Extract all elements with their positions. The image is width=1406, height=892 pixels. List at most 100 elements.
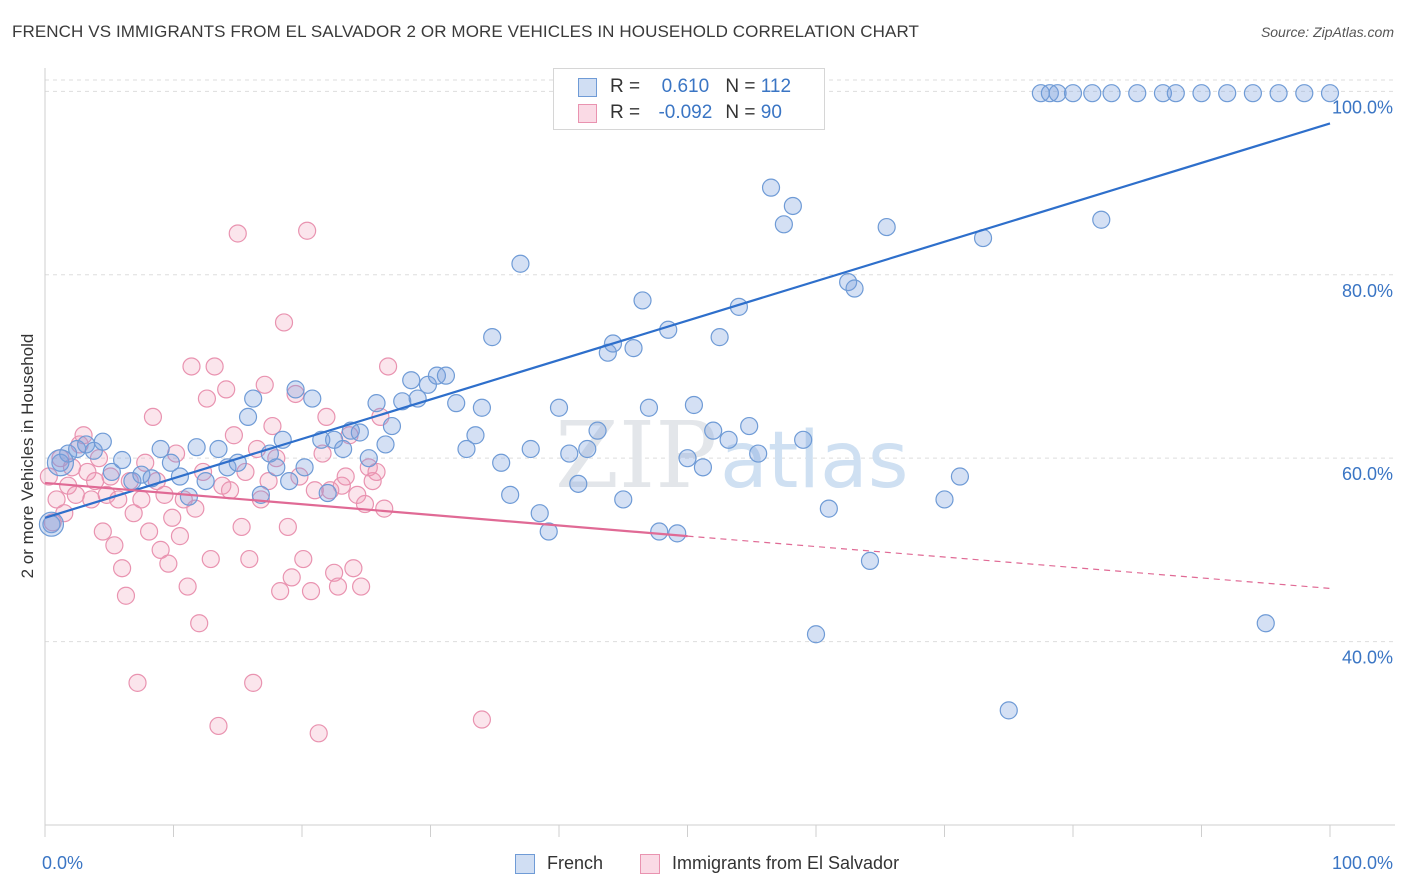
- point-french: [447, 394, 466, 413]
- point-french: [1269, 84, 1288, 103]
- point-el-salvador: [317, 407, 336, 427]
- point-french: [794, 430, 813, 449]
- point-french: [334, 439, 353, 459]
- point-french: [668, 524, 687, 543]
- trend-line-french: [44, 122, 1331, 519]
- point-el-salvador: [109, 490, 128, 509]
- point-french: [267, 458, 286, 477]
- point-el-salvador: [348, 485, 367, 504]
- point-french: [935, 490, 954, 509]
- point-el-salvador: [336, 467, 355, 486]
- point-el-salvador: [132, 490, 151, 509]
- point-french: [393, 392, 412, 411]
- point-french: [806, 625, 826, 644]
- point-french: [132, 465, 151, 484]
- point-french: [678, 449, 697, 468]
- point-el-salvador: [263, 416, 282, 436]
- point-el-salvador: [78, 462, 97, 482]
- point-french: [1192, 84, 1211, 103]
- point-french: [457, 439, 476, 459]
- point-el-salvador: [128, 673, 147, 692]
- point-french: [501, 485, 520, 504]
- point-french: [112, 450, 132, 470]
- point-french: [238, 407, 258, 427]
- point-el-salvador: [151, 540, 170, 559]
- point-el-salvador: [321, 481, 340, 500]
- point-french: [950, 467, 970, 486]
- point-french: [783, 196, 802, 216]
- point-french: [209, 439, 228, 459]
- point-french: [999, 701, 1018, 720]
- point-french: [483, 328, 502, 347]
- point-french: [251, 485, 270, 504]
- legend-swatch-el-salvador: [578, 104, 597, 123]
- points-immigrants-el-salvador: [39, 221, 491, 743]
- point-el-salvador: [328, 577, 348, 596]
- point-french: [303, 389, 322, 408]
- tick-labels: 40.0% 60.0% 80.0% 100.0% 0.0% 100.0%: [42, 97, 1393, 873]
- point-french: [1218, 84, 1237, 103]
- points-french: [38, 84, 1340, 720]
- point-el-salvador: [367, 462, 386, 482]
- point-french: [521, 439, 540, 459]
- point-french: [341, 421, 360, 440]
- point-el-salvador: [155, 485, 174, 504]
- x-tick-label: 100.0%: [1332, 853, 1393, 873]
- point-french: [740, 416, 759, 436]
- y-tick-label: 60.0%: [1342, 464, 1393, 484]
- point-french: [639, 398, 659, 417]
- point-el-salvador: [116, 586, 136, 605]
- point-french: [530, 504, 549, 523]
- point-french: [1243, 84, 1263, 103]
- point-el-salvador: [178, 577, 197, 596]
- point-french: [693, 458, 713, 477]
- point-el-salvador: [298, 221, 317, 240]
- point-french: [749, 444, 768, 463]
- point-french: [472, 398, 491, 417]
- point-french: [318, 483, 337, 503]
- point-french: [367, 394, 386, 413]
- point-el-salvador: [282, 568, 301, 587]
- point-el-salvador: [290, 467, 309, 486]
- point-french: [761, 178, 781, 197]
- point-french: [196, 471, 215, 491]
- point-el-salvador: [274, 313, 294, 332]
- point-french: [1083, 84, 1102, 103]
- point-french: [187, 438, 206, 457]
- point-french: [402, 371, 421, 390]
- point-el-salvador: [136, 453, 155, 472]
- point-french: [295, 458, 314, 477]
- point-french: [860, 551, 880, 570]
- point-el-salvador: [93, 522, 112, 541]
- trend-line-el-salvador: [687, 535, 1331, 589]
- point-french: [549, 398, 569, 417]
- point-french: [436, 366, 456, 385]
- point-el-salvador: [309, 724, 328, 743]
- point-el-salvador: [112, 559, 132, 578]
- bottom-legend-swatch-french: [515, 854, 535, 874]
- legend-r-value: 0.610: [661, 76, 710, 97]
- legend-n-value: 90: [760, 102, 782, 123]
- point-french: [350, 423, 369, 442]
- point-el-salvador: [286, 384, 305, 404]
- point-french: [684, 395, 704, 415]
- point-french: [704, 421, 723, 440]
- point-french: [560, 444, 579, 463]
- point-french: [492, 453, 511, 472]
- point-el-salvador: [236, 462, 255, 482]
- y-tick-label: 40.0%: [1342, 648, 1393, 668]
- point-el-salvador: [244, 673, 263, 692]
- y-axis-label: 2 or more Vehicles in Household: [18, 333, 37, 579]
- point-el-salvador: [278, 517, 297, 537]
- point-el-salvador: [190, 614, 209, 633]
- point-french: [51, 453, 70, 472]
- point-el-salvador: [209, 716, 228, 736]
- point-el-salvador: [220, 481, 240, 500]
- point-el-salvador: [47, 490, 66, 509]
- point-french: [539, 522, 558, 541]
- point-french: [359, 449, 378, 468]
- point-el-salvador: [294, 549, 313, 569]
- point-french: [774, 215, 793, 234]
- point-el-salvador: [259, 471, 278, 491]
